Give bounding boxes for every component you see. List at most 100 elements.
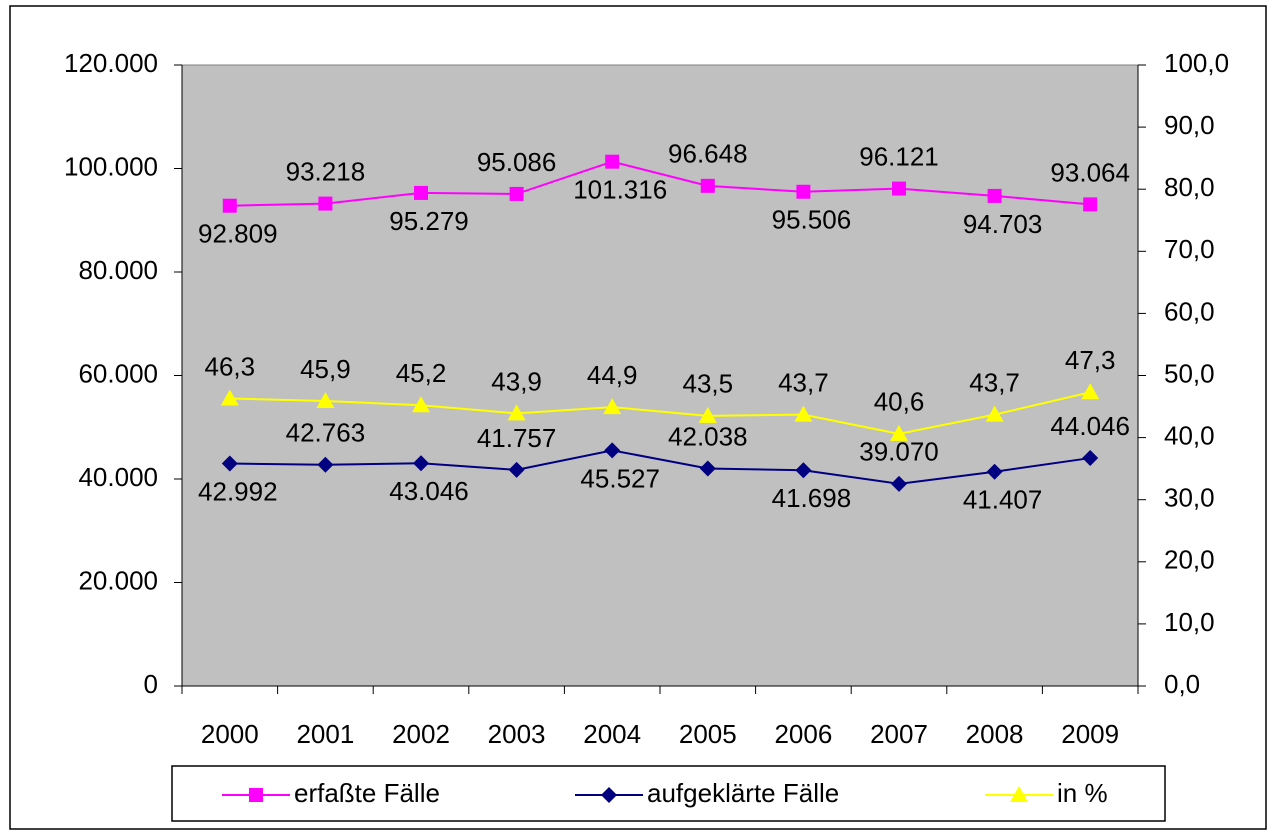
legend-marker xyxy=(601,787,617,803)
data-label: 47,3 xyxy=(1065,345,1116,375)
x-tick-label: 2001 xyxy=(296,719,354,749)
data-point xyxy=(605,154,620,169)
data-point xyxy=(509,186,524,201)
y2-tick-label: 40,0 xyxy=(1164,420,1215,450)
data-label: 101.316 xyxy=(573,175,667,205)
legend-marker xyxy=(249,788,263,802)
data-point xyxy=(700,178,715,193)
data-label: 46,3 xyxy=(204,351,255,381)
data-label: 95.086 xyxy=(477,147,557,177)
data-point xyxy=(222,198,237,213)
legend-label: in % xyxy=(1057,778,1108,808)
series-line xyxy=(229,449,1091,485)
series-line xyxy=(229,391,1091,435)
data-point xyxy=(413,455,429,472)
x-tick-label: 2006 xyxy=(774,719,832,749)
x-tick-label: 2007 xyxy=(870,719,928,749)
data-label: 43,5 xyxy=(682,369,733,399)
y2-tick-label: 50,0 xyxy=(1164,358,1215,388)
data-label: 45,9 xyxy=(300,354,351,384)
data-point xyxy=(318,196,333,211)
x-tick-label: 2009 xyxy=(1061,719,1119,749)
legend-label: aufgeklärte Fälle xyxy=(647,778,839,808)
data-label: 43,9 xyxy=(491,366,542,396)
y2-tick-label: 70,0 xyxy=(1164,234,1215,264)
data-label: 95.279 xyxy=(389,206,469,236)
y2-tick-label: 90,0 xyxy=(1164,110,1215,140)
data-point xyxy=(796,184,811,199)
x-tick-label: 2000 xyxy=(201,719,259,749)
y-tick-label: 100.000 xyxy=(64,151,158,181)
data-label: 42.038 xyxy=(668,421,748,451)
y2-tick-label: 80,0 xyxy=(1164,172,1215,202)
data-point xyxy=(986,463,1003,480)
y2-tick-label: 20,0 xyxy=(1164,545,1215,575)
data-label: 41.757 xyxy=(477,423,557,453)
data-label: 93.218 xyxy=(286,156,366,186)
data-label: 93.064 xyxy=(1050,157,1130,187)
legend-box xyxy=(171,765,1166,822)
data-label: 94.703 xyxy=(963,209,1043,239)
y-tick-label: 0 xyxy=(144,669,158,699)
data-label: 43,7 xyxy=(778,367,829,397)
data-label: 42.992 xyxy=(198,476,278,506)
data-label: 92.809 xyxy=(198,219,278,249)
data-point xyxy=(412,396,430,413)
legend-marker xyxy=(1010,786,1028,802)
legend-label: erfaßte Fälle xyxy=(294,778,440,808)
data-point xyxy=(890,424,908,441)
y-tick-label: 80.000 xyxy=(78,255,158,285)
data-label: 45.527 xyxy=(580,463,660,493)
y-tick-label: 20.000 xyxy=(78,565,158,595)
data-point xyxy=(507,404,526,421)
data-point xyxy=(698,406,717,423)
data-point xyxy=(699,460,716,477)
data-label: 39.070 xyxy=(859,437,939,467)
data-point xyxy=(316,391,335,408)
data-label: 45,2 xyxy=(396,358,447,388)
data-label: 43,7 xyxy=(969,367,1020,397)
y2-tick-label: 30,0 xyxy=(1164,483,1215,513)
data-point xyxy=(603,398,622,415)
data-label: 96.648 xyxy=(668,139,748,169)
x-tick-label: 2008 xyxy=(966,719,1024,749)
data-label: 44,9 xyxy=(587,360,638,390)
y-tick-label: 40.000 xyxy=(78,462,158,492)
x-tick-label: 2002 xyxy=(392,719,450,749)
data-point xyxy=(1082,450,1099,467)
data-label: 40,6 xyxy=(874,387,925,417)
data-label: 96.121 xyxy=(859,141,939,171)
data-point xyxy=(985,405,1004,422)
x-tick-label: 2005 xyxy=(679,719,737,749)
data-point xyxy=(987,188,1002,203)
data-point xyxy=(317,456,334,473)
data-point xyxy=(795,462,812,479)
data-label: 41.407 xyxy=(963,485,1043,515)
data-point xyxy=(892,181,906,196)
x-tick-label: 2003 xyxy=(488,719,546,749)
y2-tick-label: 100,0 xyxy=(1164,48,1229,78)
data-point xyxy=(891,475,907,492)
data-label: 41.698 xyxy=(772,483,852,513)
series-line xyxy=(229,160,1091,207)
data-label: 43.046 xyxy=(389,476,469,506)
data-label: 42.763 xyxy=(286,418,366,448)
data-label: 95.506 xyxy=(772,205,852,235)
data-point xyxy=(1081,383,1100,400)
data-point xyxy=(1083,197,1098,212)
data-label: 44.046 xyxy=(1050,411,1130,441)
data-point xyxy=(508,461,525,478)
y2-tick-label: 0,0 xyxy=(1164,669,1200,699)
plot-background xyxy=(181,64,1139,687)
y2-tick-label: 10,0 xyxy=(1164,607,1215,637)
y2-tick-label: 60,0 xyxy=(1164,296,1215,326)
y-tick-label: 120.000 xyxy=(64,48,158,78)
data-point xyxy=(414,185,428,200)
data-point xyxy=(221,455,238,472)
data-point xyxy=(604,442,621,459)
y-tick-label: 60.000 xyxy=(78,358,158,388)
data-point xyxy=(794,405,813,422)
x-tick-label: 2004 xyxy=(583,719,641,749)
data-point xyxy=(220,389,239,406)
